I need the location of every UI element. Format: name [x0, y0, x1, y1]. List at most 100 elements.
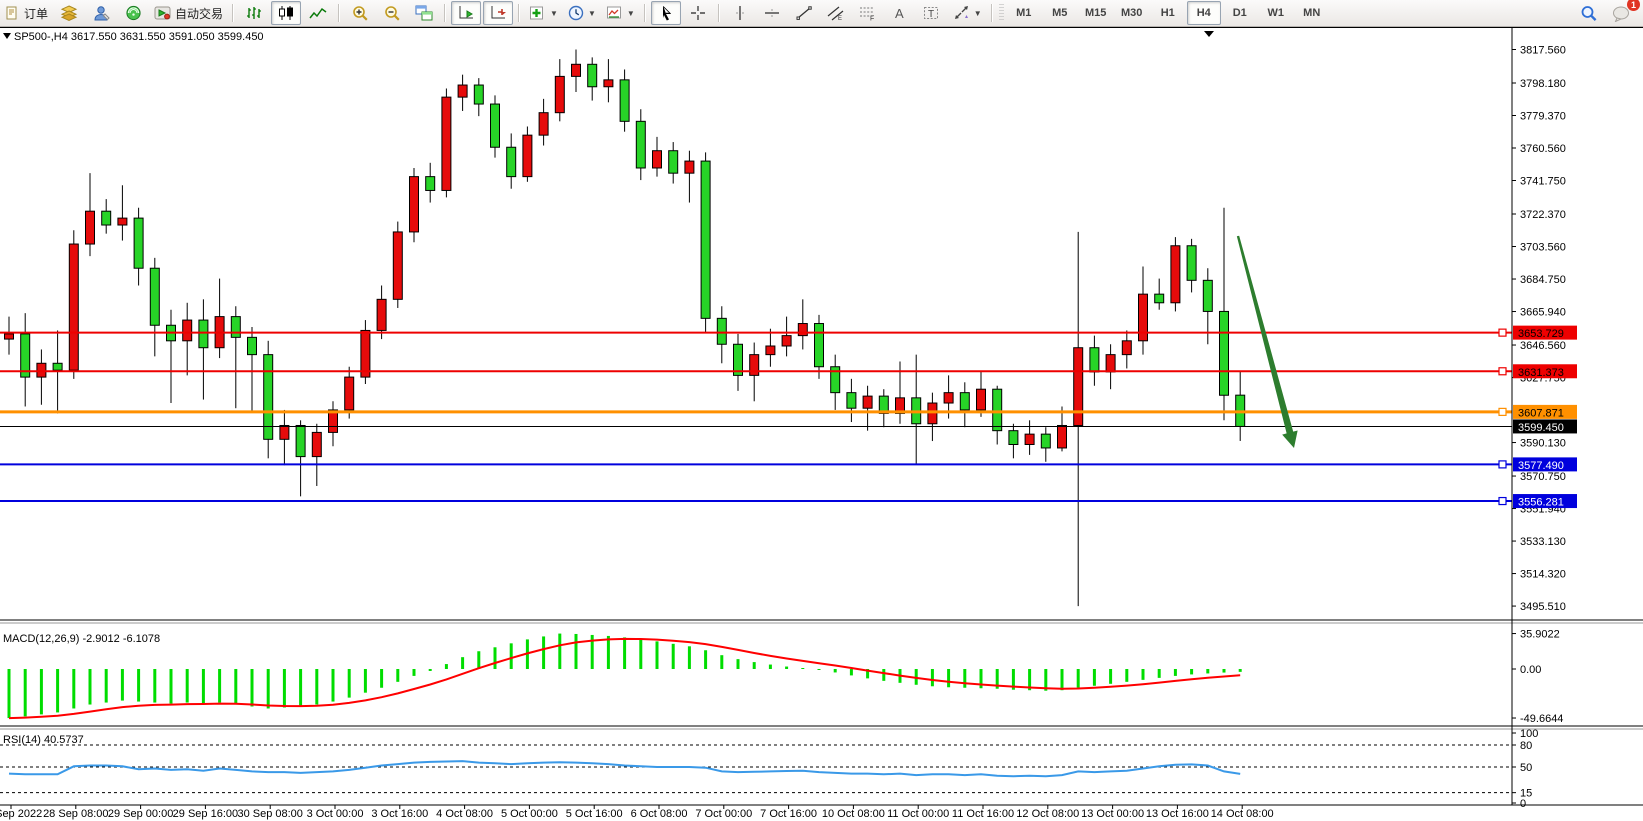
timeframe-m5-button[interactable]: M5: [1052, 7, 1068, 19]
svg-text:11 Oct 00:00: 11 Oct 00:00: [887, 808, 949, 820]
svg-text:3703.560: 3703.560: [1520, 242, 1566, 254]
text-icon: A: [893, 5, 907, 21]
svg-text:7 Oct 00:00: 7 Oct 00:00: [695, 808, 752, 820]
search-icon: [1580, 5, 1598, 22]
timeframe-h1-button[interactable]: H1: [1160, 7, 1175, 19]
navigator-button[interactable]: [118, 1, 148, 25]
svg-text:5 Oct 16:00: 5 Oct 16:00: [566, 808, 623, 820]
chart-shift-icon: [489, 5, 507, 21]
svg-text:3741.750: 3741.750: [1520, 176, 1566, 188]
fibonacci-button[interactable]: F: [853, 1, 883, 25]
svg-text:3533.130: 3533.130: [1520, 536, 1566, 548]
chart-shift-button[interactable]: [483, 1, 514, 25]
notification-badge: 1: [1627, 0, 1640, 11]
svg-text:100: 100: [1520, 728, 1538, 740]
search-button[interactable]: [1574, 1, 1604, 25]
line-chart-button[interactable]: [303, 1, 333, 25]
rsi-line: [8, 760, 1241, 778]
svg-text:3599.450: 3599.450: [1518, 422, 1564, 434]
svg-text:3514.320: 3514.320: [1520, 569, 1566, 581]
svg-text:3590.130: 3590.130: [1520, 438, 1566, 450]
indicators-dropdown-arrow-icon[interactable]: ▼: [550, 8, 558, 18]
zoom-out-button[interactable]: [377, 1, 407, 25]
chart-window[interactable]: 3817.560 3798.180 3779.370 3760.560 3741.750…: [0, 27, 1643, 821]
equidistant-channel-button[interactable]: E: [821, 1, 851, 25]
svg-text:3551.940: 3551.940: [1520, 504, 1566, 516]
market-watch-icon: [60, 5, 78, 21]
vertical-line-button[interactable]: [725, 1, 755, 25]
text-button[interactable]: A: [885, 1, 915, 25]
profiles-icon: [93, 5, 110, 21]
svg-text:29 Sep 00:00: 29 Sep 00:00: [108, 808, 173, 820]
periods-button[interactable]: ▼: [564, 1, 600, 25]
trendline-button[interactable]: [789, 1, 819, 25]
trendline-icon: [796, 5, 812, 21]
templates-button[interactable]: ▼: [602, 1, 639, 25]
autotrading-label: 自动交易: [175, 6, 224, 21]
svg-text:3653.729: 3653.729: [1518, 328, 1564, 340]
svg-text:F: F: [870, 16, 874, 22]
zoom-in-button[interactable]: [345, 1, 375, 25]
horizontal-line-icon: [764, 5, 780, 21]
timeframe-d1-button[interactable]: D1: [1232, 7, 1247, 19]
svg-text:3665.940: 3665.940: [1520, 307, 1566, 319]
svg-text:T: T: [928, 9, 934, 20]
svg-text:3495.510: 3495.510: [1520, 601, 1566, 613]
timeframe-h4-button[interactable]: H4: [1186, 1, 1221, 25]
svg-text:5 Oct 00:00: 5 Oct 00:00: [501, 808, 558, 820]
chart-title-marker-icon: [3, 33, 11, 39]
indicators-button[interactable]: ▼: [525, 1, 562, 25]
chat-icon: [1612, 5, 1631, 22]
templates-dropdown-arrow-icon[interactable]: ▼: [626, 8, 635, 18]
svg-text:3779.370: 3779.370: [1520, 110, 1566, 122]
profiles-button[interactable]: [86, 1, 116, 25]
timeframe-m30-button[interactable]: M30: [1121, 7, 1143, 19]
new-order-icon: [5, 5, 21, 21]
cursor-button[interactable]: [650, 1, 681, 25]
candle-chart-button[interactable]: [271, 1, 302, 25]
svg-text:3 Oct 16:00: 3 Oct 16:00: [371, 808, 428, 820]
svg-text:3631.373: 3631.373: [1518, 367, 1564, 379]
timeframe-m1-button[interactable]: M1: [1016, 7, 1032, 19]
arrows-dropdown-arrow-icon[interactable]: ▼: [973, 8, 982, 18]
autotrading-button[interactable]: 自动交易: [150, 1, 227, 25]
timeframe-mn-button[interactable]: MN: [1303, 7, 1321, 19]
periods-dropdown-arrow-icon[interactable]: ▼: [587, 8, 596, 18]
horizontal-line-button[interactable]: [757, 1, 787, 25]
price-axis[interactable]: 3817.560 3798.180 3779.370 3760.560 3741.750…: [1511, 28, 1577, 810]
tile-windows-button[interactable]: [409, 1, 439, 25]
arrows-button[interactable]: ▼: [949, 1, 986, 25]
arrows-icon: [953, 5, 970, 21]
autotrading-icon: [154, 5, 172, 21]
svg-text:3570.750: 3570.750: [1520, 471, 1566, 483]
svg-text:27 Sep 2022: 27 Sep 2022: [0, 808, 42, 820]
svg-text:11 Oct 16:00: 11 Oct 16:00: [952, 808, 1014, 820]
fibonacci-icon: F: [859, 5, 876, 21]
bar-chart-icon: [245, 5, 263, 21]
candle-chart-icon: [277, 5, 295, 21]
horizontal-line-objects[interactable]: [0, 328, 1512, 506]
svg-text:50: 50: [1520, 762, 1532, 774]
toolbar-grip: [998, 4, 1004, 22]
toolbar-separator: [444, 4, 447, 22]
svg-text:15: 15: [1520, 788, 1532, 800]
svg-text:29 Sep 16:00: 29 Sep 16:00: [173, 808, 238, 820]
periods-icon: [568, 5, 584, 21]
text-label-button[interactable]: T: [917, 1, 947, 25]
svg-text:28 Sep 08:00: 28 Sep 08:00: [43, 808, 108, 820]
timeframe-w1-button[interactable]: W1: [1267, 7, 1284, 19]
chart-shift-marker-icon[interactable]: [1204, 31, 1214, 37]
bar-chart-button[interactable]: [239, 1, 269, 25]
downtrend-arrow-annotation[interactable]: [1236, 235, 1298, 448]
market-watch-button[interactable]: [54, 1, 84, 25]
new-order-button[interactable]: 订单: [1, 1, 52, 25]
chat-button[interactable]: 1: [1606, 0, 1640, 25]
navigator-icon: [125, 5, 142, 21]
auto-scroll-icon: [457, 5, 475, 21]
crosshair-button[interactable]: [683, 1, 713, 25]
timeframe-m15-button[interactable]: M15: [1085, 7, 1107, 19]
chart-canvas[interactable]: 3817.560 3798.180 3779.370 3760.560 3741.750…: [0, 27, 1643, 821]
toolbar-separator: [338, 4, 341, 22]
auto-scroll-button[interactable]: [451, 1, 482, 25]
